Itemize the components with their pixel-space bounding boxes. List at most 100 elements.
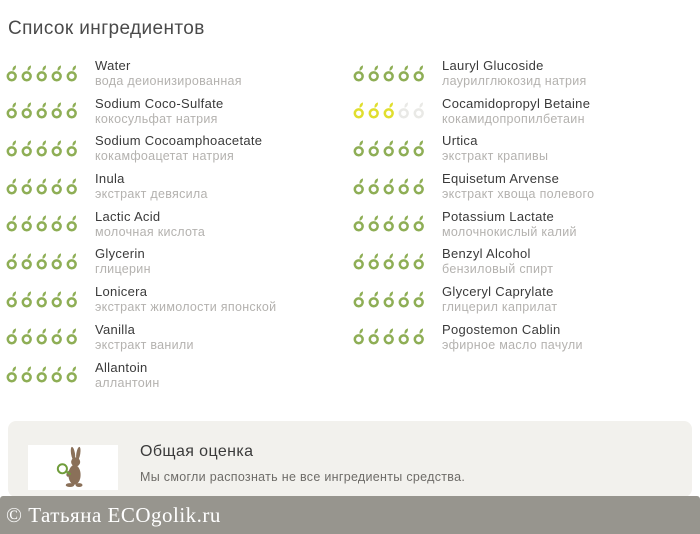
rating-icons bbox=[352, 102, 442, 119]
apple-leaf-icon bbox=[398, 253, 409, 270]
ingredient-name: Lactic Acid bbox=[95, 208, 161, 224]
ingredient-name: Sodium Cocoamphoacetate bbox=[95, 133, 263, 149]
ingredient-names: Lonicera экстракт жимолости японской bbox=[95, 284, 276, 314]
rating-icons bbox=[5, 253, 95, 270]
ingredient-row: Allantoin аллантоин bbox=[5, 360, 348, 390]
apple-leaf-icon bbox=[36, 253, 47, 270]
apple-leaf-icon bbox=[36, 366, 47, 383]
ingredient-names: Lauryl Glucoside лаурилглюкозид натрия bbox=[442, 58, 587, 88]
ingredient-names: Water вода деионизированная bbox=[95, 58, 242, 88]
ingredient-names: Equisetum Arvense экстракт хвоща полевого bbox=[442, 171, 594, 201]
apple-leaf-icon bbox=[66, 102, 77, 119]
apple-leaf-icon bbox=[21, 215, 32, 232]
ingredient-name: Pogostemon Cablin bbox=[442, 321, 561, 337]
apple-leaf-icon bbox=[383, 140, 394, 157]
apple-leaf-icon bbox=[398, 291, 409, 308]
apple-leaf-icon bbox=[368, 291, 379, 308]
apple-leaf-icon bbox=[413, 64, 424, 81]
apple-leaf-icon bbox=[398, 177, 409, 195]
ingredient-names: Glyceryl Caprylate глицерил каприлат bbox=[442, 284, 557, 314]
ingredient-row: Lauryl Glucoside лаурилглюкозид натрия bbox=[352, 58, 695, 88]
ingredient-name-ru: экстракт девясила bbox=[95, 187, 208, 202]
apple-leaf-icon bbox=[413, 253, 424, 270]
copyright-text: © Татьяна ECOgolik.ru bbox=[6, 502, 221, 527]
ingredient-names: Vanilla экстракт ванили bbox=[95, 322, 194, 352]
apple-leaf-icon bbox=[398, 140, 409, 157]
ingredient-name-ru: кокосульфат натрия bbox=[95, 111, 218, 126]
apple-leaf-icon bbox=[383, 253, 394, 270]
ingredient-row: Sodium Cocoamphoacetate кокамфоацетат нат… bbox=[5, 133, 348, 164]
rabbit-with-magnifier-icon bbox=[56, 446, 83, 487]
apple-leaf-icon bbox=[353, 253, 364, 270]
apple-leaf-icon bbox=[66, 328, 77, 345]
apple-leaf-icon bbox=[353, 64, 364, 81]
ingredients-column-left: Water вода деионизированная Sodium Coco-Su… bbox=[5, 58, 348, 398]
page-title: Список ингредиентов bbox=[8, 18, 205, 39]
apple-leaf-icon bbox=[66, 291, 77, 308]
apple-leaf-icon bbox=[383, 291, 394, 308]
ingredient-row: Glyceryl Caprylate глицерил каприлат bbox=[352, 284, 695, 314]
apple-leaf-icon bbox=[66, 140, 77, 157]
apple-leaf-icon bbox=[6, 328, 17, 345]
ingredient-row: Pogostemon Cablin эфирное масло пачули bbox=[352, 321, 695, 352]
ingredient-name: Vanilla bbox=[95, 321, 136, 337]
apple-leaf-icon bbox=[51, 215, 62, 232]
ingredient-row: Inula экстракт девясила bbox=[5, 171, 348, 201]
apple-leaf-icon bbox=[368, 215, 379, 232]
apple-leaf-icon bbox=[353, 102, 364, 119]
rating-icons bbox=[352, 328, 442, 345]
rating-icons bbox=[5, 140, 95, 157]
ingredient-name: Lonicera bbox=[95, 284, 148, 300]
ingredient-name: Benzyl Alcohol bbox=[442, 246, 531, 262]
ingredient-name: Equisetum Arvense bbox=[442, 171, 560, 187]
ingredient-name: Glyceryl Caprylate bbox=[442, 284, 554, 300]
ingredient-name-ru: экстракт ванили bbox=[95, 337, 194, 352]
apple-leaf-icon bbox=[21, 291, 32, 308]
ingredient-names: Inula экстракт девясила bbox=[95, 171, 208, 201]
ingredient-name: Glycerin bbox=[95, 246, 146, 262]
ingredient-row: Water вода деионизированная bbox=[5, 58, 348, 88]
apple-leaf-icon bbox=[21, 140, 32, 157]
apple-leaf-icon bbox=[398, 215, 409, 232]
apple-leaf-icon bbox=[36, 102, 47, 119]
apple-leaf-icon bbox=[51, 291, 62, 308]
rating-icons bbox=[5, 215, 95, 232]
ingredient-name: Inula bbox=[95, 171, 125, 187]
ingredient-name-ru: экстракт хвоща полевого bbox=[442, 187, 595, 202]
apple-leaf-icon bbox=[353, 140, 364, 157]
apple-leaf-icon bbox=[21, 64, 32, 81]
apple-leaf-icon bbox=[413, 328, 424, 345]
ingredient-names: Glycerin глицерин bbox=[95, 246, 151, 276]
ingredient-name: Lauryl Glucoside bbox=[442, 58, 544, 73]
ingredient-name: Urtica bbox=[442, 133, 478, 149]
apple-leaf-icon bbox=[36, 291, 47, 308]
apple-leaf-icon bbox=[413, 177, 424, 195]
apple-leaf-icon bbox=[6, 177, 17, 195]
ingredient-name-ru: кокамфоацетат натрия bbox=[95, 149, 235, 164]
apple-leaf-icon bbox=[6, 64, 17, 81]
apple-leaf-icon bbox=[6, 253, 17, 270]
ingredients-column-right: Lauryl Glucoside лаурилглюкозид натрия Coc… bbox=[352, 58, 695, 398]
apple-leaf-icon bbox=[51, 102, 62, 119]
apple-leaf-icon bbox=[21, 328, 32, 345]
apple-leaf-icon bbox=[51, 366, 62, 383]
ingredient-name-ru: аллантоин bbox=[95, 375, 160, 390]
apple-leaf-icon bbox=[51, 253, 62, 270]
apple-leaf-icon bbox=[398, 64, 409, 81]
ingredient-names: Urtica экстракт крапивы bbox=[442, 133, 548, 163]
ingredient-name: Cocamidopropyl Betaine bbox=[442, 95, 591, 111]
apple-leaf-icon bbox=[66, 366, 77, 383]
rating-icons bbox=[352, 253, 442, 270]
ingredient-row: Lonicera экстракт жимолости японской bbox=[5, 284, 348, 314]
apple-leaf-icon bbox=[383, 102, 394, 119]
apple-leaf-icon bbox=[353, 291, 364, 308]
ingredient-name: Water bbox=[95, 58, 131, 73]
apple-leaf-icon bbox=[66, 177, 77, 195]
apple-leaf-icon bbox=[368, 64, 379, 81]
ingredient-row: Benzyl Alcohol бензиловый спирт bbox=[352, 246, 695, 276]
ingredient-row: Lactic Acid молочная кислота bbox=[5, 208, 348, 239]
ingredient-name-ru: молочная кислота bbox=[95, 224, 206, 239]
ingredient-row: Equisetum Arvense экстракт хвоща полевого bbox=[352, 171, 695, 201]
apple-leaf-icon bbox=[51, 328, 62, 345]
ingredient-names: Cocamidopropyl Betaine кокамидопропилбета… bbox=[442, 96, 590, 126]
